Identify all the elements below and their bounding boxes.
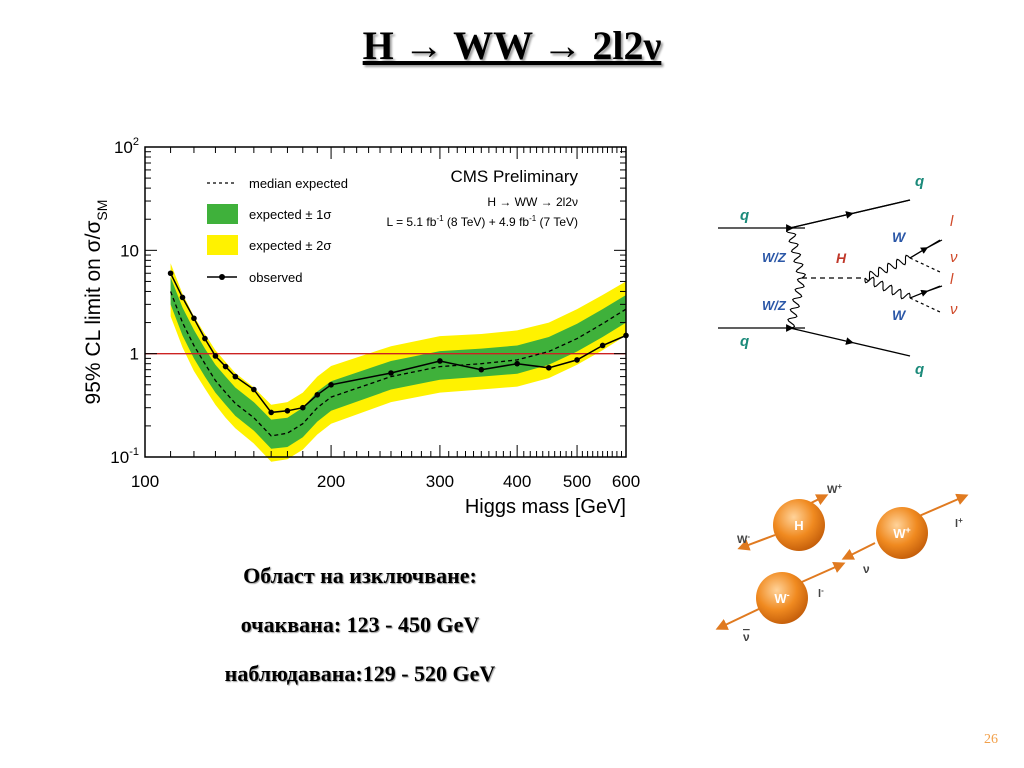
label-wz-bottom: W/Z — [762, 298, 787, 313]
label-w-bottom: W — [892, 307, 907, 323]
observed-point — [191, 315, 197, 322]
plot-frame — [144, 146, 627, 458]
exclusion-heading: Област на изключване: — [243, 563, 477, 588]
band-1sigma — [170, 277, 626, 449]
y-tick-label: 10-1 — [110, 446, 139, 467]
observed-exclusion-range: наблюдавана:129 - 520 GeV — [224, 661, 496, 686]
legend-swatch-observed-marker — [219, 274, 225, 280]
ticks-layer: 100 200 300 400 500 600 102 10 1 10-1 — [110, 136, 640, 491]
x-tick-label: 400 — [503, 472, 531, 491]
annotation-lumi: L = 5.1 fb-1 (8 TeV) + 4.9 fb-1 (7 TeV) — [387, 214, 578, 229]
slide-title: H → WW → 2l2ν — [362, 23, 662, 68]
legend-label-2sigma: expected ± 2σ — [249, 238, 331, 253]
label-w-minus-out: W- — [737, 532, 750, 546]
label-wz-top: W/Z — [762, 250, 787, 265]
legend-label-observed: observed — [249, 270, 302, 285]
lepton-lines — [909, 239, 943, 313]
boson-wiggle — [864, 276, 911, 300]
label-q-out-bottom: q — [915, 361, 924, 378]
label-w-plus-out: W+ — [827, 482, 842, 496]
observed-point — [545, 364, 552, 371]
y-tick-label: 10 — [120, 241, 139, 260]
x-axis-label: Higgs mass [GeV] — [465, 496, 626, 518]
observed-point — [328, 381, 334, 388]
exclusion-limit-chart: 100 200 300 400 500 600 102 10 1 10-1 95% CL limi… — [82, 136, 640, 518]
x-tick-label: 100 — [131, 472, 159, 491]
feynman-diagram: q q q q W/Z W/Z H W W l ν l ν — [718, 173, 958, 378]
label-lepton-bottom: l — [950, 271, 954, 288]
observed-point — [212, 353, 219, 359]
observed-point — [478, 366, 485, 373]
observed-point — [268, 409, 274, 416]
legend-label-median: median expected — [249, 176, 348, 191]
boson-wiggle — [785, 227, 807, 279]
observed-point — [222, 363, 229, 370]
series-median-expected — [169, 291, 627, 437]
ball-higgs-label: H — [794, 518, 803, 533]
observed-point — [284, 407, 291, 414]
observed-point — [299, 404, 306, 411]
observed-point — [202, 335, 208, 342]
label-l-minus: l- — [818, 586, 824, 600]
observed-point — [314, 391, 321, 398]
label-nu-bottom: ν — [950, 301, 958, 318]
bands-layer — [170, 263, 626, 462]
label-nu-bar: ν — [743, 630, 750, 644]
ball-higgs — [773, 499, 825, 551]
legend: median expected expected ± 1σ expected ±… — [207, 176, 348, 285]
observed-point — [179, 294, 186, 301]
legend-swatch-2sigma — [207, 235, 238, 255]
label-q-in-top: q — [740, 207, 749, 224]
legend-swatch-1sigma — [207, 204, 238, 224]
label-q-out-top: q — [915, 173, 924, 190]
observed-point — [599, 342, 606, 349]
observed-point — [437, 358, 443, 364]
y-tick-label: 102 — [114, 136, 139, 157]
observed-point — [388, 370, 394, 376]
label-l-plus: l+ — [955, 516, 963, 530]
x-tick-label: 300 — [426, 472, 454, 491]
observed-point — [251, 386, 257, 393]
lines-layer — [145, 270, 629, 437]
label-nu: ν — [863, 562, 870, 576]
boson-wiggle — [787, 277, 805, 329]
label-lepton-top: l — [950, 213, 954, 230]
annotation-title: CMS Preliminary — [450, 167, 578, 186]
decay-schematic: H W+ W- W+ W- l+ ν l- ν — [715, 482, 969, 644]
x-tick-label: 200 — [317, 472, 345, 491]
observed-point — [514, 360, 520, 367]
y-axis-label: 95% CL limit on σ/σSM — [82, 200, 110, 405]
observed-point — [232, 373, 239, 380]
expected-exclusion-range: очаквана: 123 - 450 GeV — [240, 612, 480, 637]
ball-w-minus — [756, 572, 808, 624]
ball-w-minus-label: W- — [774, 590, 789, 606]
ball-w-plus-label: W+ — [893, 525, 911, 541]
x-tick-label: 600 — [612, 472, 640, 491]
label-w-top: W — [892, 229, 907, 245]
boson-lines — [785, 227, 911, 329]
decay-arrows — [715, 493, 969, 630]
observed-point — [574, 357, 580, 363]
y-tick-label: 1 — [130, 345, 139, 364]
slide-number: 26 — [984, 732, 998, 747]
label-q-in-bottom: q — [740, 333, 749, 350]
observed-point — [167, 270, 174, 277]
label-higgs: H — [836, 250, 847, 266]
ball-w-plus — [876, 507, 928, 559]
legend-label-1sigma: expected ± 1σ — [249, 207, 331, 222]
boson-wiggle — [864, 254, 911, 282]
annotation-process: H → WW → 2l2ν — [487, 195, 578, 209]
x-tick-label: 500 — [563, 472, 591, 491]
label-nu-top: ν — [950, 249, 958, 266]
